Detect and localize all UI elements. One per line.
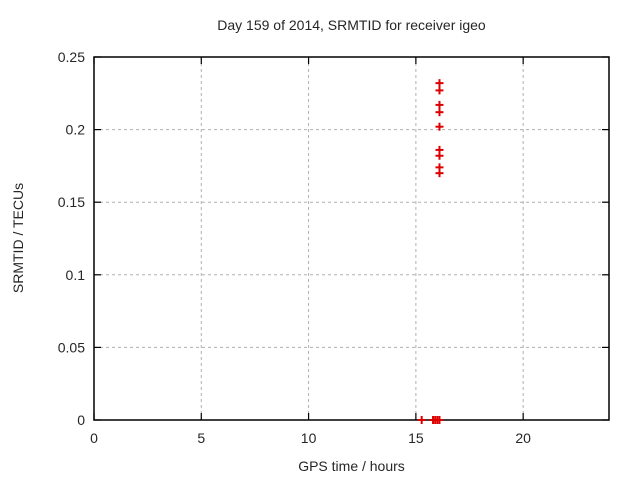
tick-label: 0 (90, 430, 98, 446)
axis-ticks (93, 56, 609, 421)
tick-label: 20 (515, 430, 531, 446)
tick-label: 15 (408, 430, 424, 446)
tick-label: 0.2 (66, 122, 86, 138)
y-tick-labels: 0 0.05 0.1 0.15 0.2 0.25 (58, 49, 85, 428)
tick-label: 10 (301, 430, 317, 446)
data-points (417, 79, 444, 424)
plot-border (93, 56, 610, 421)
x-tick-labels: 0 5 10 15 20 (90, 430, 531, 446)
tick-label: 5 (197, 430, 205, 446)
x-axis-label: GPS time / hours (298, 458, 405, 474)
tick-label: 0.1 (66, 267, 86, 283)
gridlines (94, 57, 609, 420)
chart-title: Day 159 of 2014, SRMTID for receiver ige… (217, 17, 486, 33)
tick-label: 0 (77, 412, 85, 428)
tick-label: 0.25 (58, 49, 85, 65)
tick-label: 0.15 (58, 194, 85, 210)
tick-label: 0.05 (58, 339, 85, 355)
